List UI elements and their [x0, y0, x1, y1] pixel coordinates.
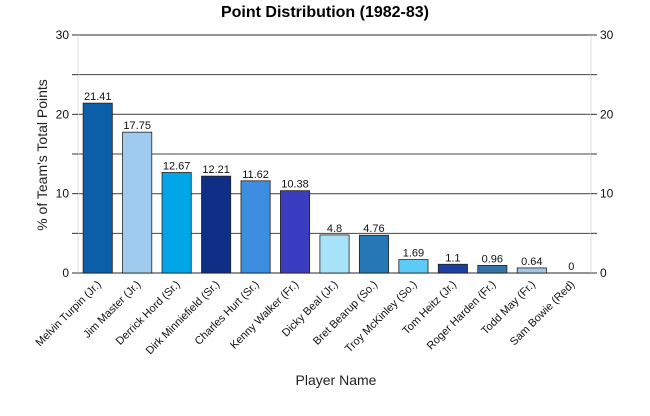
x-tick-label: Kenny Walker (Fr.) [228, 279, 301, 352]
data-label: 21.41 [84, 91, 112, 103]
bar [319, 234, 350, 274]
data-label: 0.96 [482, 253, 503, 265]
x-axis-title: Player Name [296, 372, 377, 388]
data-label: 10.38 [281, 179, 309, 191]
x-tick-label: Melvin Turpin (Jr.) [34, 279, 104, 349]
bar [122, 131, 153, 274]
y-axis-right: 0 10 20 30 [591, 28, 614, 280]
bar [398, 259, 429, 274]
data-label: 12.67 [163, 160, 191, 172]
data-label: 4.8 [327, 223, 342, 235]
data-label: 0.64 [521, 256, 542, 268]
x-tick-labels: Melvin Turpin (Jr.)Jim Master (Jr.)Derri… [34, 279, 578, 358]
data-label: 11.62 [242, 169, 269, 181]
data-label: 0 [568, 261, 574, 273]
bar [240, 180, 271, 274]
x-tick-label: Dirk Minniefield (Sr.) [144, 279, 223, 358]
y-tick-label-right: 30 [600, 28, 614, 42]
bar [201, 175, 232, 274]
bar [516, 267, 547, 274]
y-tick-label-left: 30 [56, 28, 70, 42]
bar [477, 264, 508, 274]
y-tick-label-right: 20 [600, 107, 614, 121]
y-tick-label-left: 10 [56, 187, 70, 201]
y-axis-title: % of Team's Total Points [34, 79, 50, 231]
data-label: 4.76 [363, 223, 384, 235]
x-tick-label: Troy McKinley (So.) [343, 279, 419, 355]
data-label: 1.1 [445, 252, 460, 264]
bar [82, 102, 113, 274]
bar [358, 234, 389, 274]
data-labels: 21.41 17.75 12.67 12.21 11.62 10.38 4.8 4.76 1.6… [84, 91, 574, 273]
x-tick-label: Roger Harden (Fr.) [425, 279, 499, 353]
bars [82, 102, 547, 274]
y-tick-label-right: 0 [600, 266, 607, 280]
bar [437, 263, 468, 274]
y-tick-label-right: 10 [600, 187, 614, 201]
y-tick-label-left: 0 [62, 266, 69, 280]
data-label: 17.75 [123, 120, 151, 132]
data-label: 1.69 [403, 248, 424, 260]
chart-title: Point Distribution (1982-83) [221, 4, 429, 21]
y-tick-label-left: 20 [56, 107, 70, 121]
y-axis-left: 0 10 20 30 [56, 28, 78, 280]
data-label: 12.21 [202, 164, 230, 176]
bar [161, 172, 192, 274]
bar [280, 190, 311, 274]
